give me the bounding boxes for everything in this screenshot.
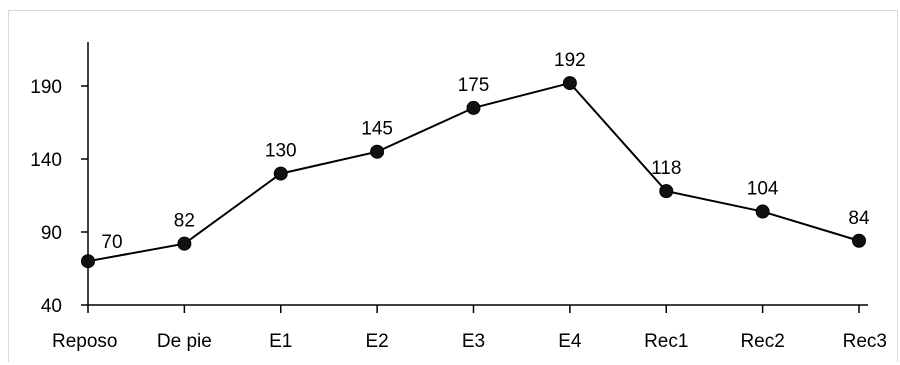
data-point (370, 144, 385, 159)
data-point (659, 184, 674, 199)
x-tick-label: E4 (558, 331, 582, 352)
y-axis-ticks: 40 90 140 190 (30, 77, 88, 317)
x-tick-label: Rec3 (843, 331, 887, 352)
y-tick-label: 40 (41, 296, 62, 317)
data-point (755, 204, 770, 219)
data-labels: 70 82 130 145 175 192 118 104 84 (101, 50, 870, 253)
chart-frame (8, 10, 898, 362)
x-tick-label: E1 (269, 331, 292, 352)
y-tick-label: 90 (41, 223, 62, 244)
data-point (177, 236, 192, 251)
data-point (562, 76, 577, 91)
x-tick-label: Rec1 (644, 331, 688, 352)
data-points (81, 76, 866, 269)
data-point (852, 233, 866, 248)
x-axis-tick-labels: Reposo De pie E1 E2 E3 E4 Rec1 Rec2 Rec3 (52, 305, 887, 352)
data-label: 104 (747, 179, 779, 200)
data-label: 82 (174, 211, 195, 232)
data-point (273, 166, 288, 181)
data-label: 84 (848, 208, 870, 229)
data-label: 145 (361, 119, 393, 140)
data-label: 70 (101, 232, 122, 253)
data-label: 175 (458, 75, 490, 96)
data-label: 130 (265, 141, 297, 162)
x-tick-label: Reposo (52, 331, 118, 352)
x-tick-label: E2 (366, 331, 389, 352)
x-tick-label: Rec2 (740, 331, 784, 352)
data-point (81, 254, 95, 269)
data-label: 192 (554, 50, 586, 71)
y-tick-label: 140 (30, 150, 62, 171)
data-point (466, 100, 481, 115)
x-tick-label: De pie (157, 331, 212, 352)
y-tick-label: 190 (30, 77, 62, 98)
x-tick-label: E3 (462, 331, 485, 352)
data-label: 118 (651, 158, 681, 179)
